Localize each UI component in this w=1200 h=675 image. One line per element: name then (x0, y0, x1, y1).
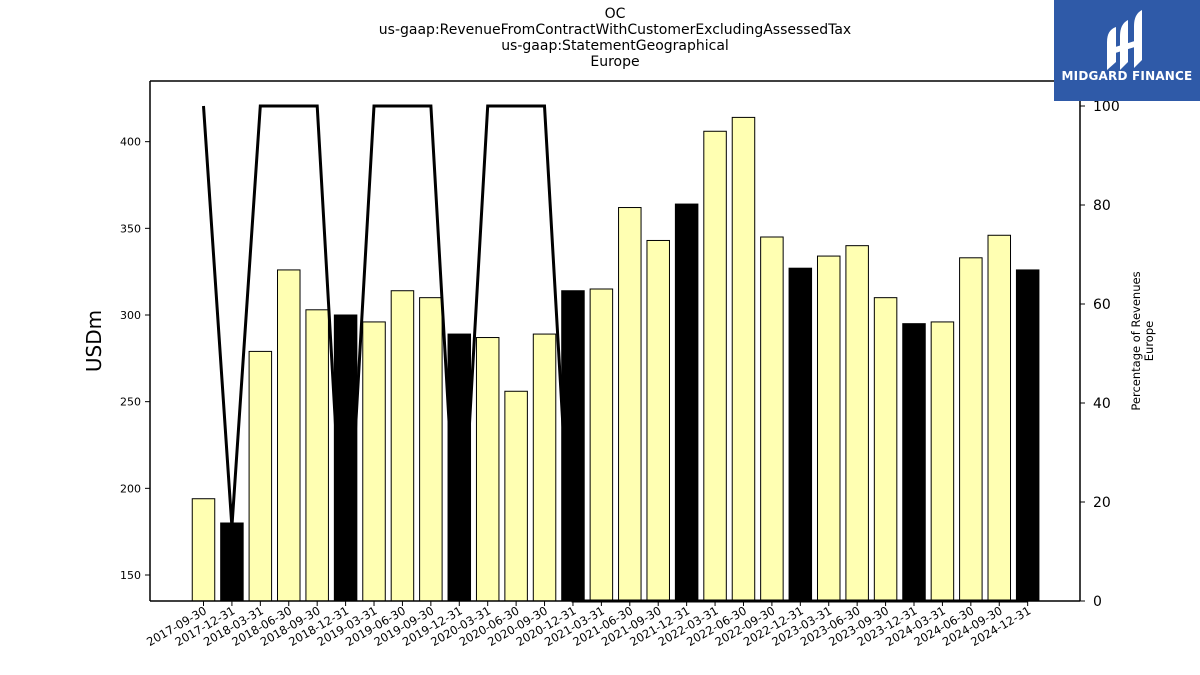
bar-2024-06-30 (959, 257, 983, 602)
y-axis-label: USDm (82, 310, 106, 372)
bar-2020-03-31 (475, 337, 500, 602)
bar-2024-09-30 (987, 234, 1012, 602)
y-tick-label-400: 400 (120, 136, 141, 149)
y2-axis-label-line-2: Europe (1142, 321, 1156, 361)
bar-2023-06-30 (845, 245, 869, 602)
y-tick-label-300: 300 (120, 309, 141, 322)
chart-title-line-3: us-gaap:StatementGeographical (501, 38, 729, 54)
y2-tick-label-20: 20 (1093, 495, 1111, 511)
chart-title-line-4: Europe (590, 54, 640, 70)
y2-tick-label-80: 80 (1093, 198, 1111, 214)
bar-2021-06-30 (618, 207, 642, 602)
bar-2017-12-31 (220, 522, 244, 602)
y-tick-label-350: 350 (120, 222, 141, 235)
y-tick-label-200: 200 (120, 482, 141, 495)
bar-2024-03-31 (930, 321, 955, 602)
bar-2019-09-30 (419, 297, 443, 602)
chart-title-line-2: us-gaap:RevenueFromContractWithCustomerE… (378, 22, 852, 38)
bar-2022-06-30 (731, 116, 756, 602)
bar-2023-09-30 (873, 297, 898, 602)
bar-2022-03-31 (703, 130, 727, 602)
bar-2021-12-31 (674, 203, 699, 602)
bar-2020-06-30 (504, 390, 528, 602)
y2-tick-label-60: 60 (1093, 297, 1111, 313)
bar-2018-09-30 (305, 309, 329, 602)
bar-2018-03-31 (248, 350, 273, 602)
bar-2020-09-30 (532, 333, 557, 602)
bar-2017-09-30 (191, 498, 216, 602)
y2-tick-label-0: 0 (1093, 594, 1102, 610)
bar-2022-09-30 (760, 236, 784, 602)
y2-tick-label-40: 40 (1093, 396, 1111, 412)
bars-layer (191, 116, 1040, 602)
company-logo: MIDGARD FINANCE (1054, 0, 1200, 101)
bar-2019-06-30 (390, 290, 415, 602)
y-tick-label-250: 250 (120, 396, 141, 409)
bar-2021-09-30 (646, 239, 670, 602)
bar-2021-03-31 (589, 288, 614, 602)
chart-title-line-1: OC (604, 6, 626, 22)
bar-2022-12-31 (788, 267, 813, 602)
logo-text: MIDGARD FINANCE (1061, 69, 1193, 83)
bar-2024-12-31 (1015, 269, 1040, 602)
logo-mark-icon (1107, 10, 1142, 70)
bar-2023-03-31 (816, 255, 841, 602)
bar-2019-03-31 (362, 321, 386, 602)
y2-axis-label-line-1: Percentage of Revenues (1129, 271, 1143, 410)
y2-tick-label-100: 100 (1093, 99, 1120, 115)
bar-2018-06-30 (277, 269, 301, 602)
y-tick-label-150: 150 (120, 569, 141, 582)
bar-2023-12-31 (902, 323, 926, 602)
